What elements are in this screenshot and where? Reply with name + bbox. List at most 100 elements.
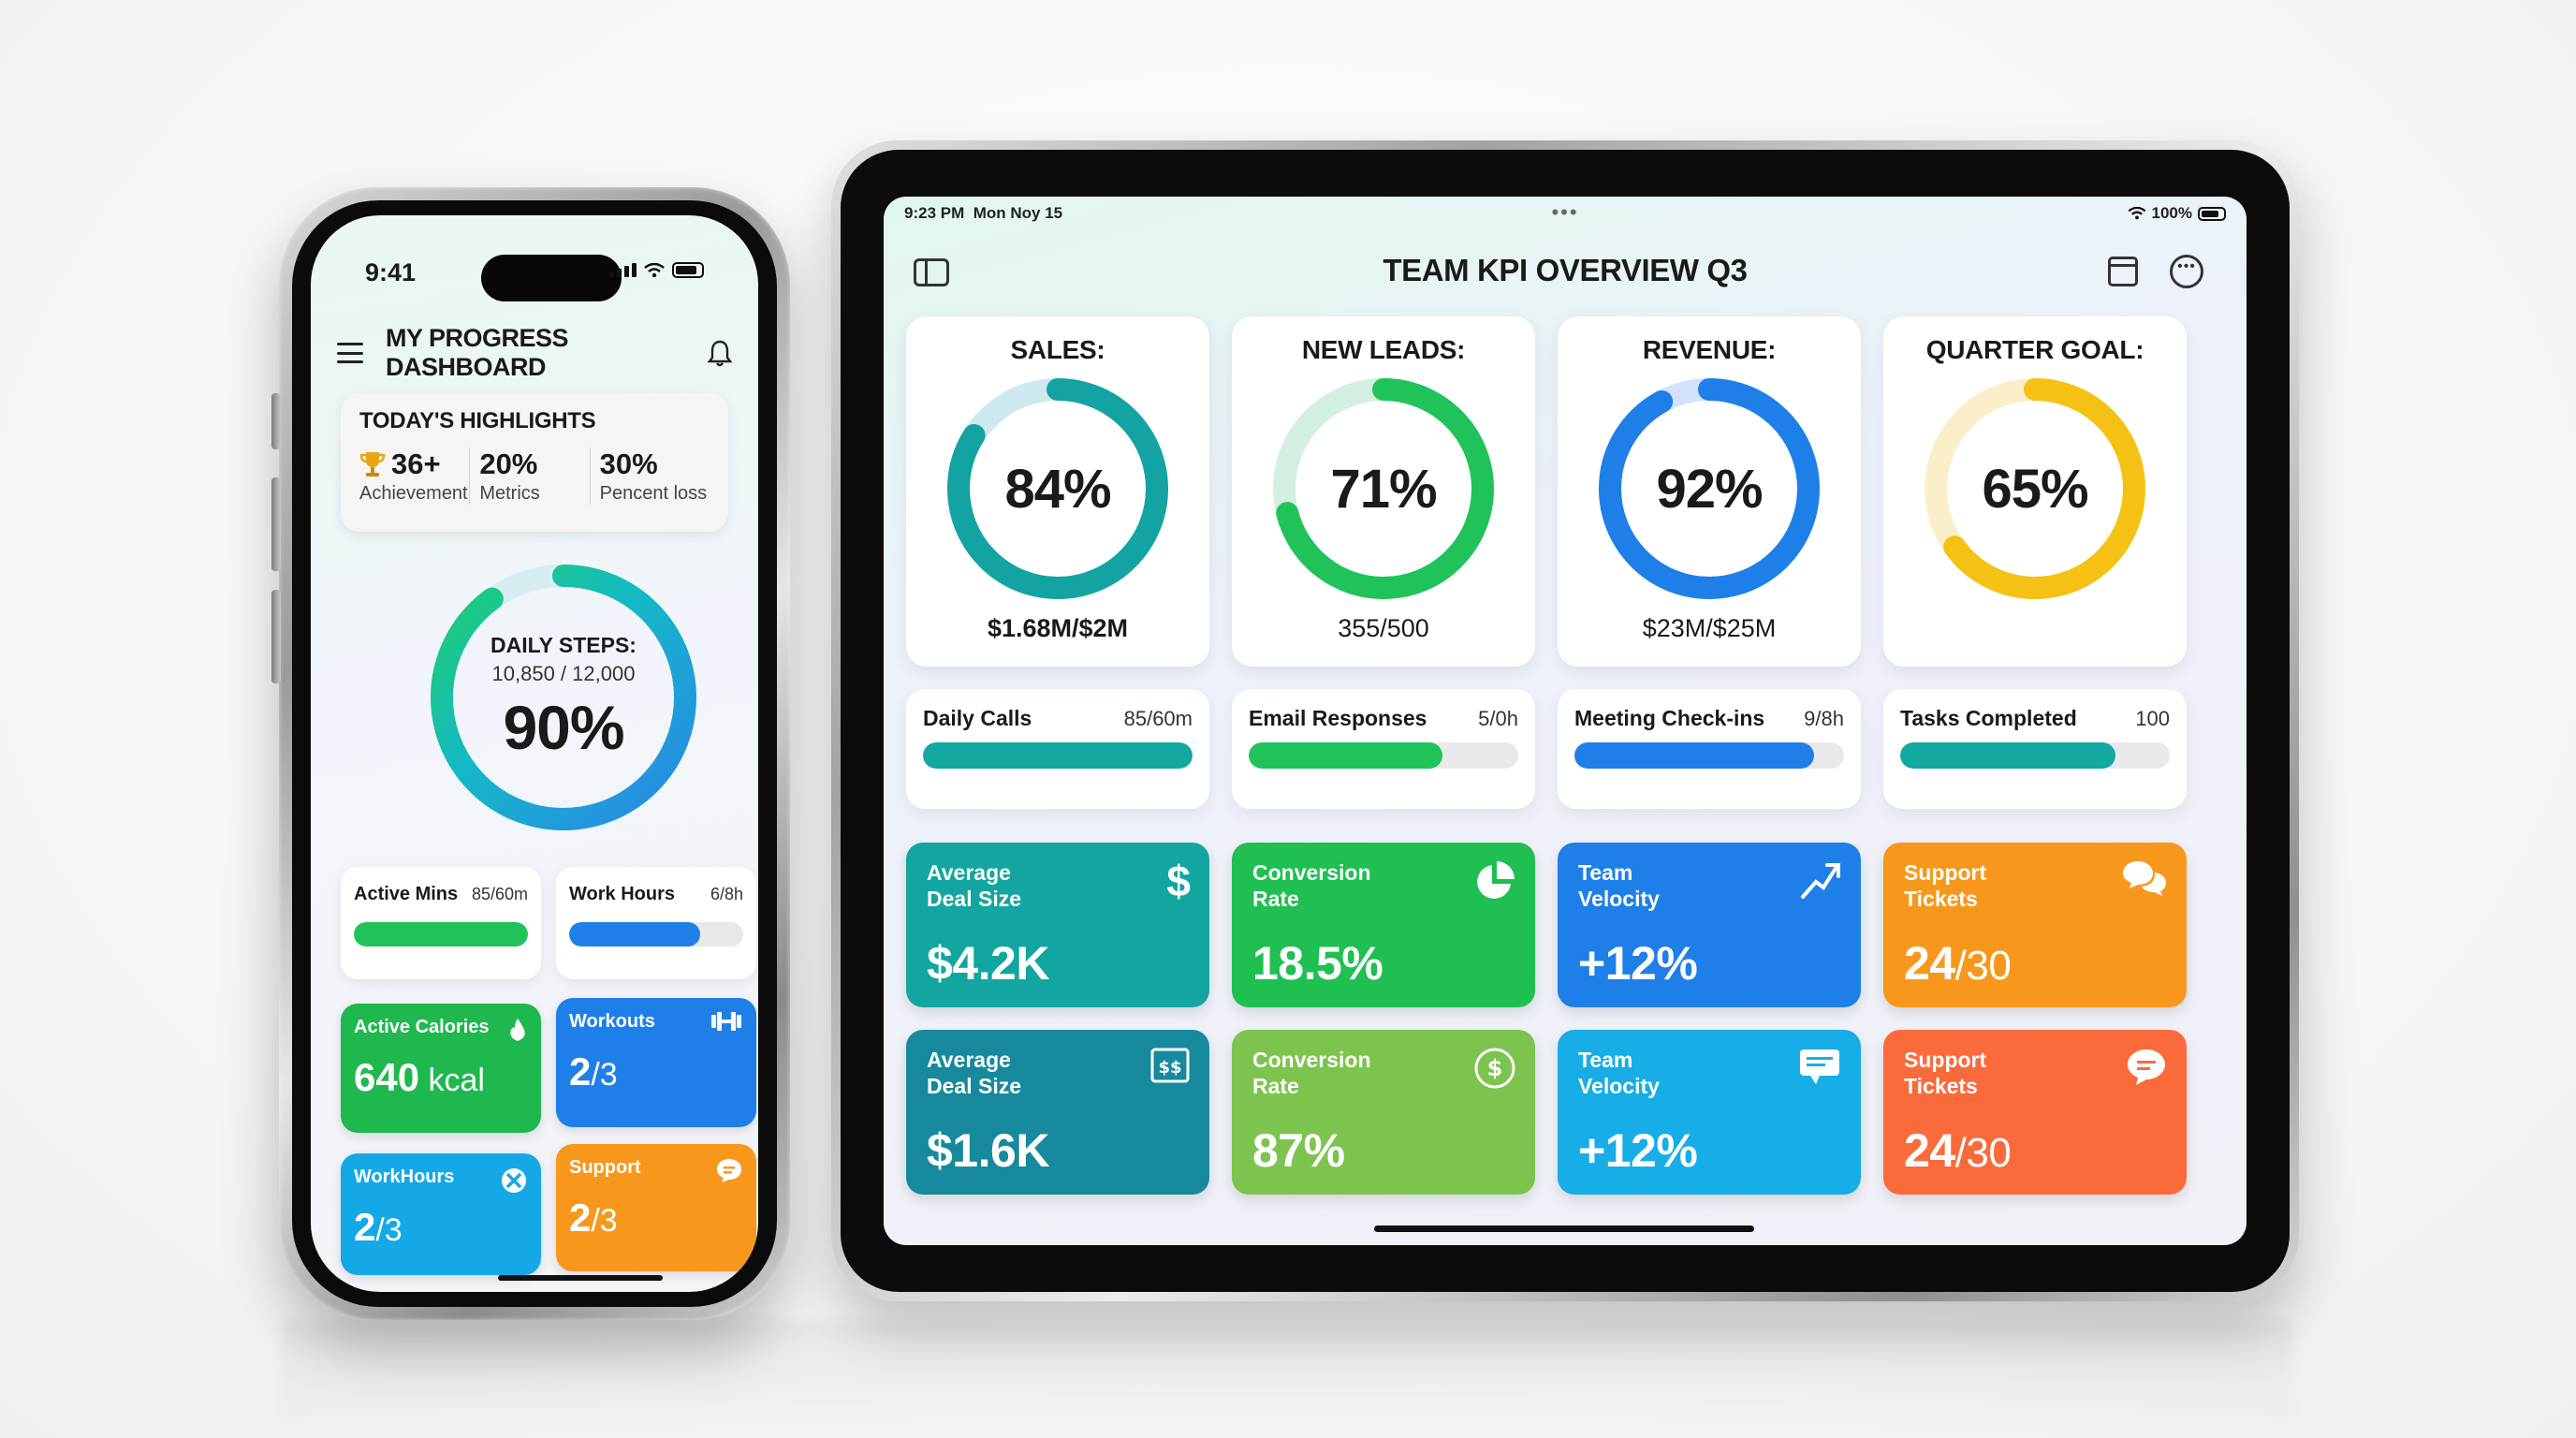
bar-fill: [1574, 742, 1815, 769]
support-tickets-tile[interactable]: Support Tickets 24/30: [1883, 843, 2187, 1007]
svg-text:$$: $$: [1158, 1058, 1181, 1078]
highlights-card: TODAY'S HIGHLIGHTS 36+ Achievement 20% M…: [341, 393, 728, 532]
battery-percent: 100%: [2151, 204, 2192, 222]
bar-track: [923, 742, 1193, 769]
highlight-value: 30%: [599, 448, 658, 480]
speech-icon: [2128, 1049, 2165, 1085]
conversion-rate-tile-2[interactable]: Conversion Rate 87% $: [1232, 1030, 1535, 1195]
kpi-card-sales[interactable]: SALES: 84% $1.68M/$2M: [906, 316, 1209, 667]
message-icon: [1800, 1049, 1839, 1084]
kpi-card-revenue[interactable]: REVENUE: 92% $23M/$25M: [1558, 316, 1861, 667]
workhours-tile[interactable]: WorkHours 2/3: [341, 1153, 541, 1275]
progress-fill: [569, 922, 700, 946]
kpi-name: NEW LEADS:: [1301, 335, 1466, 364]
bar-value: 9/8h: [1804, 707, 1844, 730]
steps-ring-progress: [431, 565, 696, 830]
home-indicator[interactable]: [498, 1275, 663, 1281]
tile-name: WorkHours: [354, 1167, 455, 1187]
support-tile[interactable]: Support 2/3: [556, 1144, 756, 1271]
tile-unit: kcal: [419, 1063, 485, 1098]
kpi-card-new-leads[interactable]: NEW LEADS: 71% 355/500: [1232, 316, 1535, 667]
bar-name: Email Responses: [1249, 706, 1427, 730]
trend-arrow-icon: [1801, 863, 1840, 899]
phone-device: 9:41 MY PROGRESS DASHBOARD TODAY'S HIGHL…: [271, 187, 790, 1320]
tasks-completed-card[interactable]: Tasks Completed 100: [1883, 689, 2187, 809]
steps-count: 10,850 / 12,000: [491, 661, 636, 685]
average-deal-size-tile[interactable]: Average Deal Size $4.2K $: [906, 843, 1209, 1007]
daily-calls-card[interactable]: Daily Calls 85/60m: [906, 689, 1209, 809]
tablet-device: 9:23 PM Mon Noy 15 100% ••• TEAM KPI OVE…: [831, 140, 2299, 1301]
chat-bubbles-icon: [2123, 861, 2166, 896]
highlight-label: Metrics: [479, 483, 540, 504]
tile-name: Conversion Rate: [1252, 860, 1371, 911]
tile-name: Team Velocity: [1578, 1048, 1660, 1098]
tile-unit: /30: [1954, 943, 2012, 989]
phone-volume-down: [271, 590, 281, 683]
bar-fill: [1900, 742, 2116, 769]
tile-value: 87%: [1252, 1124, 1345, 1177]
multitask-dots-icon[interactable]: •••: [1551, 200, 1579, 224]
steps-percent: 90%: [503, 692, 624, 762]
meeting-checkins-card[interactable]: Meeting Check-ins 9/8h: [1558, 689, 1861, 809]
page-title: TEAM KPI OVERVIEW Q3: [1383, 253, 1748, 287]
active-mins-card[interactable]: Active Mins 85/60m: [341, 867, 541, 979]
workouts-tile[interactable]: Workouts 2/3: [556, 998, 756, 1127]
bar-value: 5/0h: [1478, 707, 1518, 730]
email-responses-card[interactable]: Email Responses 5/0h: [1232, 689, 1535, 809]
team-velocity-tile[interactable]: Team Velocity +12%: [1558, 843, 1861, 1007]
team-velocity-tile-2[interactable]: Team Velocity +12%: [1558, 1030, 1861, 1195]
highlights-title: TODAY'S HIGHLIGHTS: [359, 408, 596, 433]
phone-screen: 9:41 MY PROGRESS DASHBOARD TODAY'S HIGHL…: [311, 215, 758, 1292]
tile-value: 640: [354, 1055, 420, 1099]
progress-name: Work Hours: [569, 884, 675, 904]
bar-fill: [1249, 742, 1443, 769]
tile-name: Average Deal Size: [927, 860, 1021, 911]
calendar-icon[interactable]: [2108, 257, 2138, 286]
tile-unit: /3: [375, 1212, 402, 1248]
kpi-ring: [1925, 378, 2145, 599]
work-hours-card[interactable]: Work Hours 6/8h: [556, 867, 756, 979]
highlight-percent-loss: 30% Pencent loss: [589, 448, 710, 505]
highlight-value: 20%: [479, 448, 538, 480]
tile-value: $1.6K: [927, 1124, 1049, 1177]
status-icons: [609, 262, 704, 278]
tile-name: Support: [569, 1157, 641, 1178]
progress-name: Active Mins: [354, 884, 459, 904]
cash-icon: $$: [1150, 1048, 1190, 1083]
app-header: TEAM KPI OVERVIEW Q3 •••: [884, 243, 2247, 300]
status-time: 9:23 PM: [904, 204, 965, 222]
tile-value: +12%: [1578, 1124, 1698, 1177]
progress-track: [354, 922, 528, 946]
tile-value: $4.2K: [927, 937, 1049, 990]
tile-name: Team Velocity: [1578, 860, 1660, 911]
tile-unit: /3: [591, 1203, 618, 1239]
active-calories-tile[interactable]: Active Calories 640 kcal: [341, 1004, 541, 1133]
daily-steps-summary: DAILY STEPS: 10,850 / 12,000 90%: [423, 557, 704, 838]
average-deal-size-tile-2[interactable]: Average Deal Size $1.6K $$: [906, 1030, 1209, 1195]
home-indicator[interactable]: [1374, 1225, 1754, 1232]
more-options-icon[interactable]: •••: [2170, 255, 2203, 288]
bar-name: Daily Calls: [923, 706, 1032, 730]
dollar-icon: $: [1166, 857, 1191, 905]
sidebar-toggle-icon[interactable]: [914, 258, 949, 286]
kpi-name: SALES:: [1010, 335, 1105, 364]
highlight-value: 36+: [391, 448, 441, 480]
menu-icon[interactable]: [337, 343, 363, 363]
kpi-name: QUARTER GOAL:: [1925, 335, 2144, 364]
svg-text:$: $: [1487, 1055, 1503, 1081]
tile-value: +12%: [1578, 937, 1698, 990]
support-tickets-tile-2[interactable]: Support Tickets 24/30: [1883, 1030, 2187, 1195]
wifi-icon: [644, 262, 665, 277]
kpi-card-quarter-goal[interactable]: QUARTER GOAL: 65%: [1883, 316, 2187, 667]
conversion-rate-tile[interactable]: Conversion Rate 18.5%: [1232, 843, 1535, 1007]
kpi-ring: [947, 378, 1168, 599]
page-title: MY PROGRESS DASHBOARD: [386, 324, 569, 381]
kpi-percent: 92%: [1656, 458, 1763, 520]
kpi-percent: 71%: [1330, 458, 1437, 520]
tile-name: Average Deal Size: [927, 1048, 1021, 1098]
daily-steps-ring: [431, 565, 696, 830]
kpi-ring: [1273, 378, 1494, 599]
wifi-icon: [2128, 207, 2145, 220]
bell-icon[interactable]: [708, 339, 732, 367]
tile-name: Active Calories: [354, 1017, 490, 1037]
